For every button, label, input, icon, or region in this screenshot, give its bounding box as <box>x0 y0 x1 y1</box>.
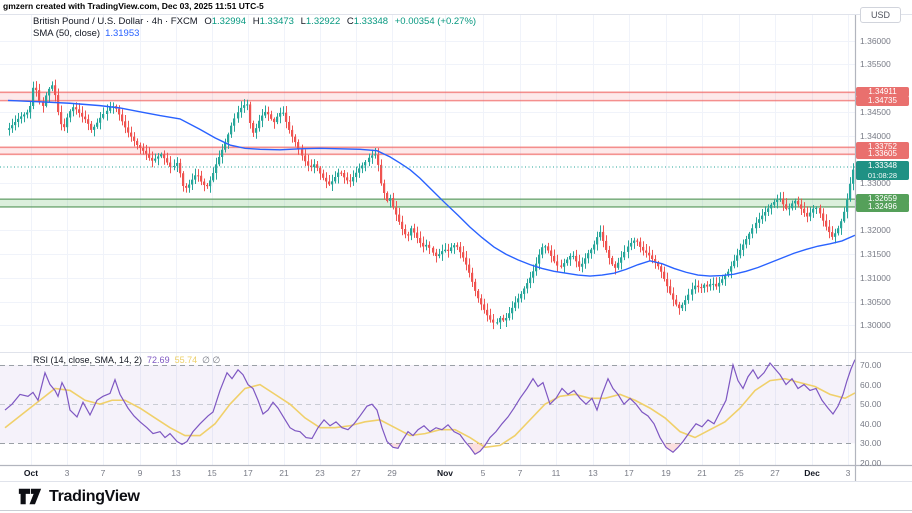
open-label: O <box>204 16 212 27</box>
rsi-axis-label: 50.00 <box>860 399 882 410</box>
time-axis-label: 3 <box>845 468 851 478</box>
time-axis-label: 17 <box>243 468 253 478</box>
price-axis-label: 1.30500 <box>860 296 891 307</box>
rsi-axis-label: 60.00 <box>860 379 882 390</box>
time-axis-label: 15 <box>207 468 217 478</box>
time-axis-label: 29 <box>387 468 397 478</box>
zone-price-badge: 1.32659 <box>856 194 909 205</box>
rsi-signal-value: 55.74 <box>174 355 198 365</box>
sma-value: 1.31953 <box>105 28 140 39</box>
price-axis-label: 1.34000 <box>860 130 891 141</box>
time-axis-label: 27 <box>351 468 361 478</box>
time-axis-label: 5 <box>480 468 486 478</box>
close-label: C <box>346 16 354 27</box>
price-axis-label: 1.32000 <box>860 225 891 236</box>
time-axis[interactable]: Oct 3 7 9 13 15 17 21 23 27 29 Nov 5 7 11 13 17 19 21 25 27 D… <box>0 465 855 481</box>
time-axis-label: Oct <box>23 468 39 478</box>
rsi-axis-label: 20.00 <box>860 458 882 469</box>
symbol-legend[interactable]: British Pound / U.S. Dollar · 4h · FXCM … <box>33 15 476 28</box>
time-axis-label: 11 <box>551 468 561 478</box>
last-price-badge: 1.33348 01:08:28 <box>856 161 909 181</box>
low-label: L <box>300 16 306 27</box>
time-axis-label: 23 <box>315 468 325 478</box>
time-axis-label: 7 <box>517 468 523 478</box>
zone-price-badge: 1.32496 <box>856 201 909 212</box>
price-axis-label: 1.36000 <box>860 35 891 46</box>
high-value: 1.33473 <box>259 16 294 27</box>
rsi-axis-label: 40.00 <box>860 418 882 429</box>
time-axis-label: 3 <box>64 468 70 478</box>
time-axis-label: 25 <box>734 468 744 478</box>
change-value: +0.00354 (+0.27%) <box>394 16 477 27</box>
currency-toggle-button[interactable]: USD <box>860 7 901 23</box>
price-axis[interactable]: 1.36000 1.35500 1.34500 1.34000 1.33000 1.320… <box>855 14 912 481</box>
close-value: 1.33348 <box>353 16 389 27</box>
price-axis-label: 1.31500 <box>860 249 891 260</box>
rsi-legend[interactable]: RSI (14, close, SMA, 14, 2) 72.69 55.74 ∅ ∅ <box>33 355 220 366</box>
tradingview-logo-icon <box>18 487 42 506</box>
time-axis-label: 9 <box>137 468 143 478</box>
rsi-axis-label: 70.00 <box>860 359 882 370</box>
open-value: 1.32994 <box>211 16 247 27</box>
time-axis-label: 7 <box>100 468 106 478</box>
zone-price-badge: 1.34735 <box>856 95 909 106</box>
low-value: 1.32922 <box>305 16 341 27</box>
time-axis-label: 19 <box>661 468 671 478</box>
price-axis-label: 1.31000 <box>860 272 891 283</box>
bar-countdown: 01:08:28 <box>867 170 898 180</box>
price-axis-label: 1.34500 <box>860 106 891 117</box>
brand-name: TradingView <box>49 487 140 505</box>
time-axis-label: 21 <box>279 468 289 478</box>
zone-price-badge: 1.33752 <box>856 142 909 153</box>
time-axis-label: 27 <box>770 468 780 478</box>
time-axis-label: Dec <box>804 468 820 478</box>
tradingview-brand[interactable]: TradingView <box>18 487 140 506</box>
price-axis-label: 1.33000 <box>860 178 891 188</box>
rsi-label[interactable]: RSI (14, close, SMA, 14, 2) <box>33 355 143 365</box>
time-axis-label: 17 <box>624 468 634 478</box>
symbol-title[interactable]: British Pound / U.S. Dollar · 4h · FXCM <box>33 16 198 27</box>
rsi-extra-values: ∅ ∅ <box>202 355 221 365</box>
zone-price-badge: 1.34911 <box>856 87 909 98</box>
zone-price-badge: 1.33605 <box>856 149 909 160</box>
rsi-axis-label: 30.00 <box>860 438 882 449</box>
attribution-text: gmzern created with TradingView.com, Dec… <box>3 1 264 11</box>
price-axis-label: 1.30000 <box>860 320 891 331</box>
time-axis-label: 21 <box>697 468 707 478</box>
time-axis-label: 13 <box>171 468 181 478</box>
price-axis-label: 1.35500 <box>860 59 891 70</box>
screenshot-edge-line <box>0 510 912 511</box>
rsi-value: 72.69 <box>147 355 170 365</box>
sma-legend[interactable]: SMA (50, close) 1.31953 <box>33 28 139 39</box>
chart-top-border <box>0 14 912 15</box>
high-label: H <box>252 16 260 27</box>
sma-label[interactable]: SMA (50, close) <box>33 28 101 39</box>
time-axis-label: 13 <box>588 468 598 478</box>
chart-bottom-border <box>0 481 912 482</box>
time-axis-label: Nov <box>436 468 454 478</box>
